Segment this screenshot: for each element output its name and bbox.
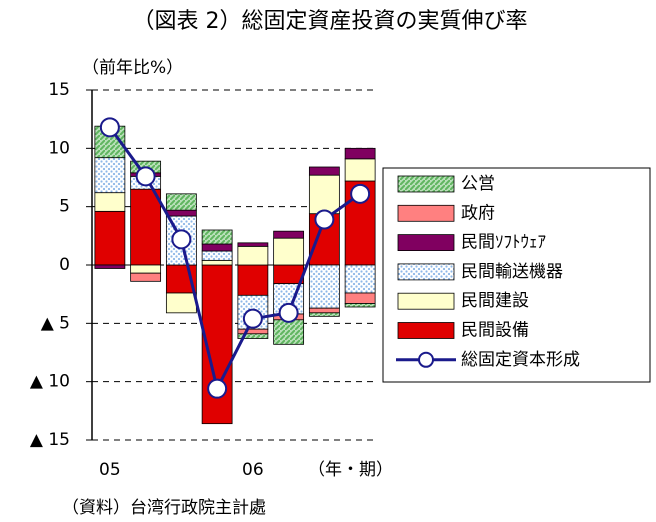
y-tick-label: ▲ 15 (30, 430, 70, 450)
bar-segment (165, 292, 197, 314)
bar-segment (344, 303, 376, 308)
line-point (350, 183, 371, 204)
legend-swatch (397, 204, 455, 222)
x-tick-label: 05 (99, 460, 121, 480)
bar-segment (344, 147, 376, 160)
y-tick-label: 5 (59, 197, 70, 217)
bar-segment (344, 158, 376, 182)
legend-label: 民間設備 (461, 321, 529, 341)
bar-segment (308, 174, 340, 215)
y-tick-label: 0 (59, 255, 70, 275)
bar-segment (201, 243, 233, 252)
y-axis-label: （前年比%） (82, 58, 183, 78)
legend-swatch (397, 292, 455, 310)
bar-segment (308, 307, 340, 314)
line-point (207, 378, 228, 399)
line-point (99, 117, 120, 138)
bar-segment (273, 237, 305, 266)
bar-segment (237, 245, 269, 266)
bar-segment (165, 193, 197, 211)
line-point (242, 308, 263, 329)
legend-label: 政府 (461, 203, 495, 223)
bar-segment (130, 188, 162, 266)
line-point (135, 166, 156, 187)
bar-segment (130, 264, 162, 274)
line-point (278, 302, 299, 323)
x-axis-label: （年・期） (308, 460, 393, 480)
bar-segment (201, 250, 233, 261)
bar-segment (94, 157, 126, 194)
x-tick-label: 06 (242, 460, 264, 480)
bar-segment (165, 209, 197, 217)
bar-segment (308, 264, 340, 309)
legend-label: 民間建設 (461, 291, 529, 311)
bar-segment (94, 264, 126, 269)
bar-segment (94, 192, 126, 212)
line-point (171, 229, 192, 250)
bar-segment (237, 242, 269, 247)
y-tick-label: ▲ 5 (41, 313, 70, 333)
legend-label: 民間ｿﾌﾄｳｪｱ (461, 233, 546, 253)
legend-label: 総固定資本形成 (461, 350, 580, 370)
legend-label: 民間輸送機器 (461, 262, 563, 282)
bar-segment (344, 292, 376, 304)
bar-segment (130, 272, 162, 282)
line-point (314, 209, 335, 230)
legend-label: 公営 (461, 174, 495, 194)
bar-segment (237, 264, 269, 296)
bar-segment (273, 264, 305, 285)
bar-segment (237, 333, 269, 339)
line (108, 126, 361, 393)
bar-segment (237, 328, 269, 335)
bar-segment (201, 229, 233, 245)
bar-segment (94, 210, 126, 266)
y-tick-label: ▲ 10 (30, 372, 70, 392)
legend-swatch (397, 175, 455, 193)
bar-segment (344, 264, 376, 294)
bar-segment (308, 166, 340, 176)
legend-marker (418, 351, 434, 368)
chart-title: （図表 2）総固定資産投資の実質伸び率 (133, 9, 528, 34)
bar-segment (273, 319, 305, 345)
legend-swatch (397, 263, 455, 281)
bar-segment (273, 230, 305, 239)
bar-segment (308, 312, 340, 317)
source-note: （資料）台湾行政院主計處 (62, 498, 266, 518)
y-tick-label: 15 (48, 80, 70, 100)
y-tick-label: 10 (48, 138, 70, 158)
legend-swatch (397, 234, 455, 252)
bar-segment (201, 259, 233, 266)
legend-swatch (397, 322, 455, 339)
